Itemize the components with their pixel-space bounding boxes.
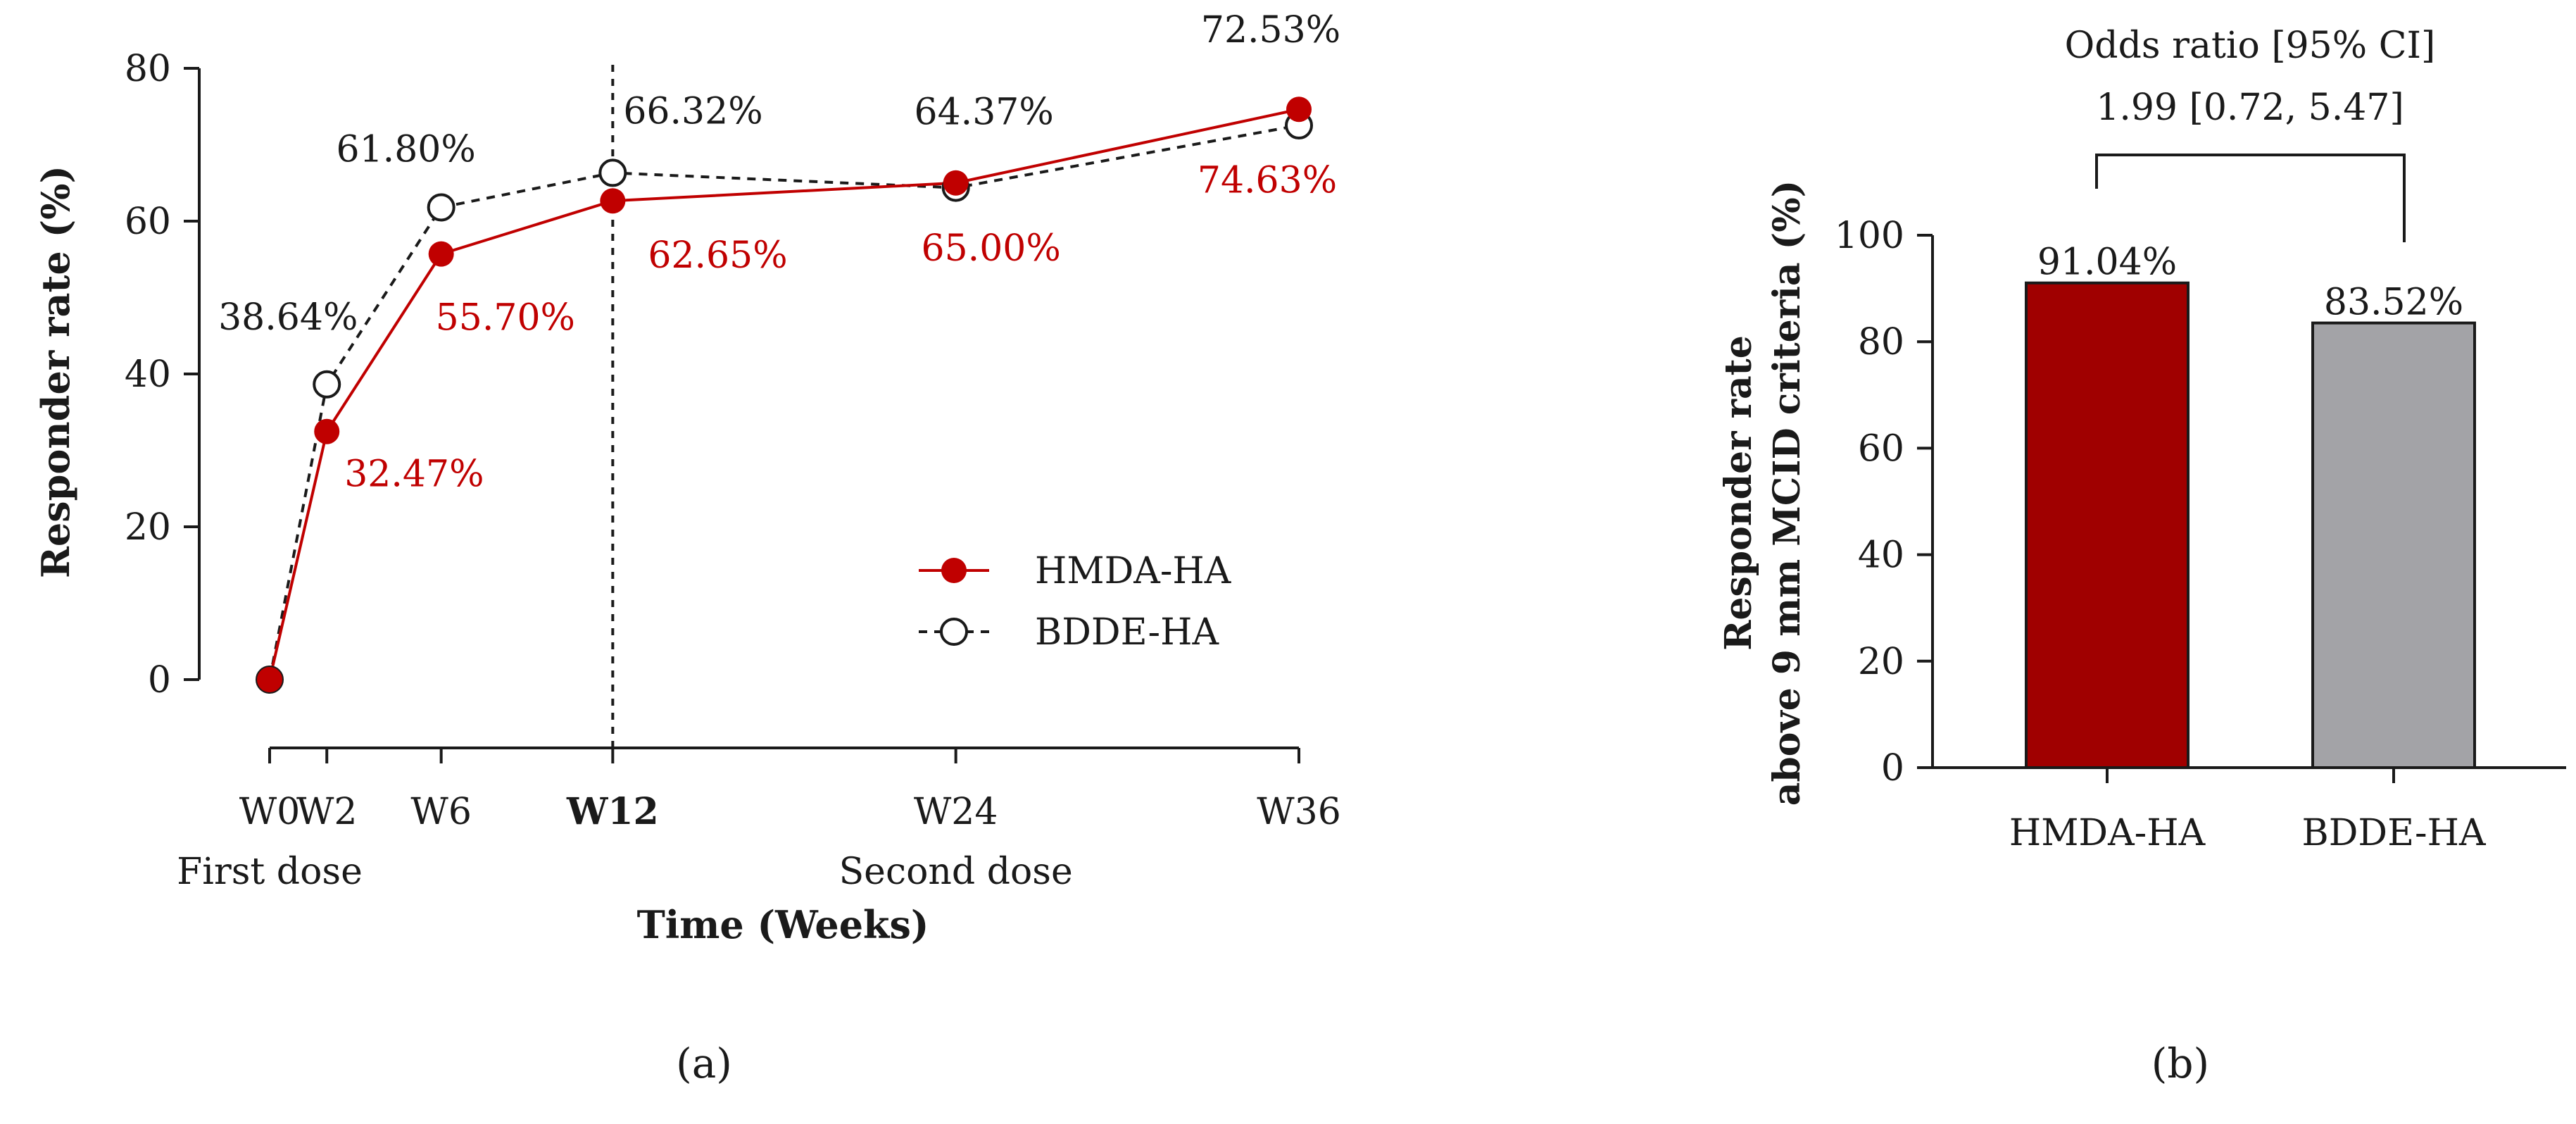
- data-point-bdde: [427, 193, 455, 222]
- data-point-bdde: [313, 370, 341, 399]
- panel-a-xtick-label: W6: [410, 791, 472, 833]
- panel-a-ytick-label: 40: [125, 354, 171, 396]
- data-label-bdde: 66.32%: [623, 90, 762, 132]
- data-point-hmda: [314, 418, 340, 444]
- panel-b-category-label: HMDA-HA: [2009, 812, 2206, 854]
- panel-a-xtick-label: W36: [1257, 791, 1341, 833]
- data-point-hmda: [1286, 96, 1312, 123]
- data-label-hmda: 32.47%: [344, 454, 484, 496]
- data-label-bdde: 64.37%: [915, 92, 1054, 134]
- panel-a-label: (a): [676, 1039, 732, 1087]
- panel-b-ylabel-line1: Responder rate: [1717, 335, 1760, 651]
- panel-a-ytick-label: 60: [125, 201, 171, 243]
- panel-a-xtick-label: W0: [239, 791, 301, 833]
- panel-a-series: 32.47% 55.70% 62.65% 65.00% 74.63% 38.64% 61.8…: [218, 9, 1340, 694]
- panel-a-xtick-label: W24: [914, 791, 998, 833]
- panel-b-bars: 91.04% HMDA-HA 83.52% BDDE-HA: [2009, 242, 2487, 854]
- panel-b-ytick-label: 40: [1858, 535, 1904, 577]
- bar-bdde-ha: [2311, 321, 2476, 769]
- legend-hmda-label: HMDA-HA: [1035, 550, 1232, 592]
- series-line-bdde: [268, 124, 1300, 680]
- bar-hmda-ha: [2025, 281, 2189, 769]
- dose-annotation: Second dose: [839, 851, 1073, 893]
- odds-ratio-bracket: Odds ratio [95% CI] 1.99 [0.72, 5.47]: [2065, 25, 2436, 242]
- panel-a-ylabel: Responder rate (%): [33, 166, 78, 578]
- data-label-bdde: 72.53%: [1201, 9, 1340, 51]
- data-label-bdde: 38.64%: [218, 296, 358, 339]
- data-label-bdde: 61.80%: [337, 128, 476, 170]
- bar-value-label: 91.04%: [2037, 242, 2177, 284]
- panel-a-xtick-label: W2: [296, 791, 358, 833]
- panel-b-ytick-label: 80: [1858, 321, 1904, 363]
- panel-a-ytick-label: 20: [125, 506, 171, 549]
- panel-b-ytick-label: 60: [1858, 427, 1904, 470]
- panel-b-ytick-label: 0: [1881, 747, 1904, 789]
- legend-bdde-label: BDDE-HA: [1035, 611, 1219, 654]
- data-point-hmda: [600, 188, 626, 214]
- panel-a-ytick-label: 80: [125, 48, 171, 90]
- odds-ratio-title: Odds ratio [95% CI]: [2065, 25, 2436, 67]
- data-label-hmda: 74.63%: [1198, 159, 1337, 201]
- data-point-hmda: [428, 241, 454, 267]
- dose-annotation: First dose: [177, 851, 363, 893]
- panel-a-xlabel: Time (Weeks): [637, 902, 929, 947]
- data-point-hmda: [257, 667, 282, 692]
- odds-ratio-bracket-line: [2095, 154, 2406, 242]
- panel-a-xtick-label: W12: [566, 790, 659, 833]
- series-line-hmda: [268, 108, 1300, 680]
- data-point-bdde: [598, 158, 627, 187]
- panel-b-ytick-label: 100: [1835, 215, 1904, 257]
- data-point-hmda: [943, 170, 969, 196]
- data-label-hmda: 55.70%: [436, 297, 575, 339]
- data-label-hmda: 62.65%: [648, 235, 787, 277]
- panel-b-ylabel-line2: above 9 mm MCID criteria (%): [1766, 180, 1809, 806]
- panel-a-legend: HMDA-HA BDDE-HA: [919, 550, 1232, 654]
- panel-b-ytick-label: 20: [1858, 641, 1904, 683]
- panel-b-label: (b): [2151, 1039, 2209, 1087]
- panel-a-ytick-label: 0: [148, 659, 171, 701]
- legend-hmda-marker: [941, 558, 967, 583]
- odds-ratio-value: 1.99 [0.72, 5.47]: [2096, 87, 2404, 129]
- data-label-hmda: 65.00%: [922, 227, 1061, 270]
- legend-bdde-marker: [940, 618, 968, 646]
- bar-value-label: 83.52%: [2324, 282, 2463, 324]
- panel-b-category-label: BDDE-HA: [2302, 812, 2487, 854]
